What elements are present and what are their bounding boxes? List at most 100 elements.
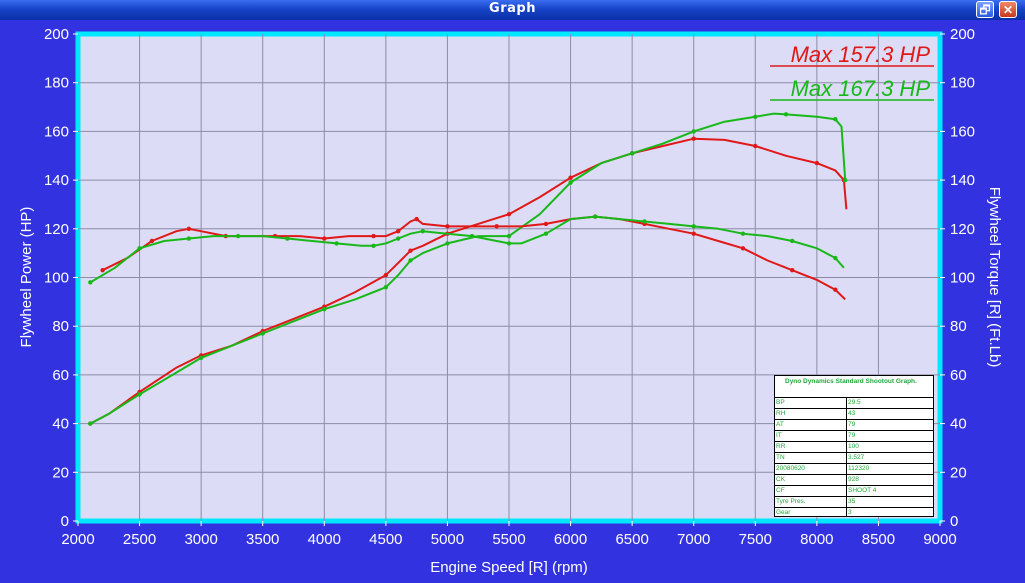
info-row-value: 43 — [848, 410, 856, 417]
y-tick-label: 0 — [61, 513, 69, 530]
x-tick-label: 4000 — [308, 531, 341, 548]
data-point — [420, 229, 425, 234]
y-tick-label: 200 — [44, 26, 69, 43]
data-point — [395, 229, 401, 234]
info-row-value: SHOOT 4 — [848, 487, 877, 494]
info-row: TN 3.527 — [775, 453, 933, 464]
info-row: RH 43 — [775, 409, 933, 420]
data-point — [629, 151, 635, 156]
data-point — [790, 267, 795, 273]
data-point — [395, 236, 401, 241]
data-point — [445, 241, 450, 246]
data-point — [149, 238, 155, 244]
data-point — [198, 355, 204, 361]
y2-tick-label: 40 — [950, 416, 967, 433]
y-tick-label: 180 — [44, 75, 69, 92]
data-point — [833, 255, 838, 261]
data-point — [371, 243, 376, 249]
y-tick-label: 40 — [52, 416, 69, 433]
info-row-value: 29.5 — [848, 399, 861, 406]
y2-axis-label: Flywheel Torque [R] (Ft.Lb) — [986, 187, 1003, 368]
x-tick-label: 6500 — [615, 531, 648, 548]
x-tick-label: 5500 — [492, 531, 525, 548]
data-point — [506, 211, 512, 217]
info-row: CK 928 — [775, 475, 933, 486]
data-point — [691, 231, 696, 236]
data-point — [186, 226, 192, 231]
x-axis-label: Engine Speed [R] (rpm) — [430, 559, 588, 576]
data-point — [285, 236, 290, 241]
y-tick-label: 100 — [44, 270, 69, 287]
info-row-key: BP — [775, 398, 847, 408]
info-row: CF SHOOT 4 — [775, 486, 933, 497]
data-point — [593, 214, 598, 219]
series-line-power-1 — [89, 112, 847, 425]
restore-button[interactable]: 🗗 — [976, 1, 994, 18]
data-point — [790, 238, 795, 244]
y2-tick-label: 80 — [950, 318, 967, 335]
data-point — [691, 224, 696, 229]
y2-tick-label: 200 — [950, 26, 975, 43]
close-button[interactable]: ✕ — [999, 1, 1017, 18]
x-tick-label: 8500 — [862, 531, 895, 548]
title-bar: Graph 🗗 ✕ — [0, 0, 1025, 20]
info-row: AT 79 — [775, 420, 933, 431]
info-row-key: RH — [775, 409, 847, 419]
data-point — [322, 306, 327, 312]
info-row-key: 20080620 — [775, 464, 847, 474]
info-box-title: Dyno Dynamics Standard Shootout Graph. — [775, 376, 933, 398]
data-point — [543, 221, 549, 227]
data-point — [186, 236, 192, 241]
info-row: IT 79 — [775, 431, 933, 442]
data-point — [568, 180, 573, 185]
data-point — [383, 272, 389, 278]
y-tick-label: 160 — [44, 123, 69, 140]
data-point — [260, 331, 265, 336]
series-line-torque-3 — [89, 215, 845, 284]
info-row-value: 3 — [848, 509, 852, 516]
y-axis-ticks: 0 20 40 60 80 100 120 140 160 180 200 — [44, 26, 78, 530]
window-title: Graph — [489, 1, 536, 16]
data-point — [568, 175, 573, 180]
info-row-key: CK — [775, 475, 847, 485]
x-tick-label: 7500 — [739, 531, 772, 548]
info-row-key: Gear — [775, 508, 847, 516]
x-tick-label: 3000 — [184, 531, 217, 548]
data-point — [88, 280, 93, 285]
data-point — [408, 248, 413, 253]
max-hp-label-red: Max 157.3 HP — [791, 42, 931, 67]
data-point — [506, 233, 512, 239]
info-row-key: Tyre Pres. — [775, 497, 847, 507]
data-point — [322, 236, 327, 241]
data-point — [753, 114, 758, 119]
x-tick-label: 6000 — [554, 531, 587, 548]
data-point — [137, 392, 142, 397]
data-point — [506, 241, 512, 246]
data-point — [642, 219, 647, 224]
info-row-value: 100 — [848, 443, 859, 450]
info-row-value: 79 — [848, 432, 856, 439]
info-row: RR 100 — [775, 442, 933, 453]
data-point — [691, 136, 696, 141]
y-axis-label: Flywheel Power (HP) — [18, 207, 35, 348]
data-point — [371, 233, 376, 239]
data-point — [842, 177, 848, 183]
data-point — [414, 216, 419, 222]
y-tick-label: 80 — [52, 318, 69, 335]
info-row-key: TN — [775, 453, 847, 463]
data-point — [469, 233, 475, 239]
y2-tick-label: 60 — [950, 367, 967, 384]
info-row: Gear 3 — [775, 508, 933, 516]
data-point — [833, 287, 838, 292]
info-row-key: RR — [775, 442, 847, 452]
info-row-value: 3.527 — [848, 454, 865, 461]
info-row-value: 35 — [848, 498, 856, 505]
x-tick-label: 5000 — [431, 531, 464, 548]
data-point — [833, 117, 838, 122]
x-tick-label: 4500 — [369, 531, 402, 548]
info-row-key: CF — [775, 486, 847, 496]
y2-axis-ticks: 0 20 40 60 80 100 120 140 160 180 200 — [940, 26, 975, 530]
max-hp-label-green: Max 167.3 HP — [791, 76, 931, 101]
data-point — [100, 267, 105, 273]
data-point — [445, 224, 450, 229]
